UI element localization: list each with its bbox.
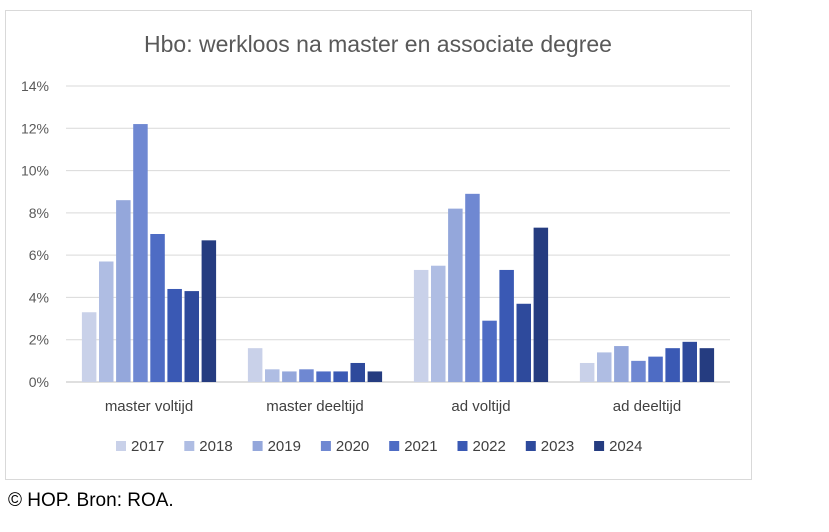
bar-2017-master-deeltijd: [247, 348, 263, 382]
x-axis-categories: master voltijd master deeltijd ad voltijd a…: [105, 398, 681, 415]
y-tick-label: 10%: [21, 163, 49, 179]
bar-2023-master-voltijd: [184, 291, 199, 382]
legend-swatch-2023: [525, 441, 536, 451]
bar-2021-ad-voltijd: [482, 320, 497, 382]
legend-label-2022: 2022: [473, 438, 506, 455]
bar-2023-ad-deeltijd: [682, 341, 697, 382]
bar-2022-ad-deeltijd: [665, 348, 680, 382]
y-tick-label: 14%: [21, 78, 49, 94]
legend-swatch-2021: [389, 441, 400, 451]
bar-2021-master-deeltijd: [316, 371, 331, 382]
legend-label-2019: 2019: [268, 438, 301, 455]
x-category-label: master voltijd: [105, 398, 193, 415]
legend: 2017 2018 2019 2020 2021 2022 2023 2024: [116, 438, 642, 455]
x-category-label: ad deeltijd: [613, 398, 681, 415]
y-tick-label: 4%: [29, 289, 49, 305]
legend-label-2017: 2017: [131, 438, 164, 455]
bar-2024-ad-deeltijd: [699, 348, 715, 382]
legend-swatch-2018: [184, 441, 195, 451]
bar-2022-ad-voltijd: [499, 269, 514, 382]
bar-2017-master-voltijd: [81, 312, 97, 382]
y-tick-label: 2%: [29, 332, 49, 348]
bar-2023-ad-voltijd: [516, 303, 531, 382]
bar-2019-ad-deeltijd: [614, 346, 629, 382]
legend-swatch-2019: [252, 441, 263, 451]
legend-label-2020: 2020: [336, 438, 369, 455]
legend-swatch-2024: [594, 441, 605, 451]
legend-label-2018: 2018: [199, 438, 232, 455]
chart-title: Hbo: werkloos na master en associate deg…: [144, 31, 612, 57]
bar-2024-master-deeltijd: [367, 371, 383, 382]
bar-2020-ad-voltijd: [465, 193, 480, 382]
bar-2019-ad-voltijd: [448, 208, 463, 382]
bar-2019-master-deeltijd: [282, 371, 297, 382]
y-tick-label: 6%: [29, 247, 49, 263]
legend-swatch-2017: [116, 441, 126, 451]
x-category-label: master deeltijd: [266, 398, 364, 415]
y-tick-label: 12%: [21, 120, 49, 136]
legend-label-2023: 2023: [541, 438, 574, 455]
bar-2018-ad-voltijd: [431, 265, 446, 382]
legend-label-2024: 2024: [609, 438, 642, 455]
y-tick-label: 0%: [29, 374, 49, 390]
bar-2020-master-deeltijd: [299, 369, 314, 382]
y-axis-ticks: 0% 2% 4% 6% 8% 10% 12% 14%: [21, 78, 49, 390]
bar-2017-ad-voltijd: [413, 269, 429, 382]
bar-2018-master-deeltijd: [265, 369, 280, 382]
y-tick-label: 8%: [29, 205, 49, 221]
bar-2017-ad-deeltijd: [579, 362, 595, 382]
bar-2021-ad-deeltijd: [648, 356, 663, 382]
legend-swatch-2020: [320, 441, 331, 451]
gridlines: [66, 85, 730, 383]
bar-2024-ad-voltijd: [533, 227, 549, 382]
bar-2023-master-deeltijd: [350, 362, 365, 382]
legend-label-2021: 2021: [404, 438, 437, 455]
bar-2018-master-voltijd: [99, 261, 114, 382]
bar-2020-master-voltijd: [133, 124, 148, 382]
bar-2020-ad-deeltijd: [631, 360, 646, 382]
bar-2021-master-voltijd: [150, 234, 165, 382]
bar-2022-master-voltijd: [167, 288, 182, 382]
bars: [81, 124, 715, 382]
x-category-label: ad voltijd: [451, 398, 510, 415]
bar-2024-master-voltijd: [201, 240, 217, 382]
bar-2022-master-deeltijd: [333, 371, 348, 382]
source-credit: © HOP. Bron: ROA.: [8, 490, 174, 511]
bar-2018-ad-deeltijd: [597, 352, 612, 382]
bar-2019-master-voltijd: [116, 200, 131, 382]
legend-swatch-2022: [457, 441, 468, 451]
